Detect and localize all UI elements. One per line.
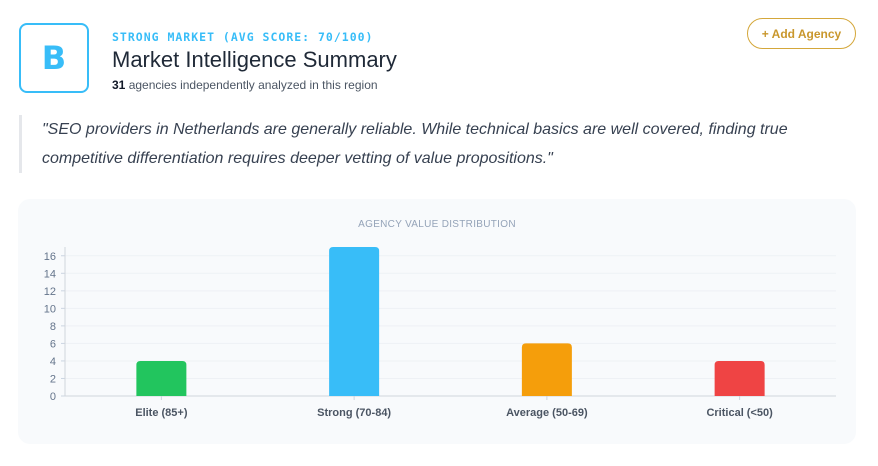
header-text: STRONG MARKET (AVG SCORE: 70/100) Market… [112, 30, 397, 92]
distribution-chart-card: AGENCY VALUE DISTRIBUTION 0 2 4 6 8 10 12 14 16 El… [18, 199, 856, 444]
x-tick-label: Average (50-69) [506, 407, 588, 419]
y-tick-label: 6 [50, 338, 56, 350]
x-tick-label: Strong (70-84) [317, 407, 391, 419]
y-tick-label: 4 [50, 356, 56, 368]
bar-elite-85 [136, 360, 187, 396]
y-tick-label: 2 [50, 373, 56, 385]
agency-count-suffix: agencies independently analyzed in this … [125, 78, 378, 92]
market-strength-label: STRONG MARKET (AVG SCORE: 70/100) [112, 30, 374, 44]
y-tick-label: 12 [44, 286, 56, 298]
y-tick-label: 14 [44, 268, 56, 280]
summary-quote: "SEO providers in Netherlands are genera… [19, 115, 862, 173]
grade-badge: B [19, 23, 89, 93]
chart-title: AGENCY VALUE DISTRIBUTION [358, 219, 516, 230]
agency-count-line: 31 agencies independently analyzed in th… [112, 78, 397, 92]
bar-strong-70-84 [329, 247, 380, 396]
bar-critical-50 [714, 360, 765, 396]
add-agency-button[interactable]: + Add Agency [747, 18, 856, 49]
x-tick-label: Critical (<50) [706, 407, 773, 419]
page-title: Market Intelligence Summary [112, 47, 397, 72]
y-tick-label: 16 [44, 251, 56, 263]
agency-count: 31 [112, 78, 126, 92]
y-tick-label: 10 [44, 303, 56, 315]
x-tick-label: Elite (85+) [135, 407, 188, 419]
bar-average-50-69 [521, 343, 572, 396]
y-tick-label: 0 [50, 391, 56, 403]
distribution-chart: AGENCY VALUE DISTRIBUTION 0 2 4 6 8 10 12 14 16 El… [44, 219, 836, 419]
grade-letter: B [41, 39, 67, 77]
y-tick-label: 8 [50, 321, 56, 333]
